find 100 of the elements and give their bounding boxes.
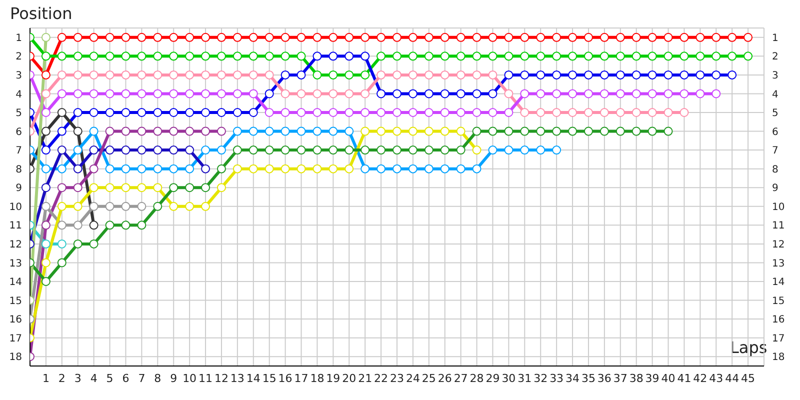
x-tick-label: 42 bbox=[693, 372, 708, 385]
point bbox=[185, 108, 194, 117]
point bbox=[456, 108, 466, 117]
point bbox=[185, 164, 194, 174]
point bbox=[232, 32, 242, 42]
point bbox=[456, 70, 466, 80]
point bbox=[41, 164, 50, 174]
point bbox=[312, 126, 322, 136]
point bbox=[57, 108, 66, 117]
point bbox=[169, 183, 178, 192]
point bbox=[328, 108, 338, 117]
point bbox=[312, 89, 322, 98]
point bbox=[456, 89, 466, 98]
point bbox=[153, 70, 162, 80]
point bbox=[360, 146, 370, 155]
y-tick-label: 18 bbox=[9, 352, 22, 364]
point bbox=[264, 70, 274, 80]
point bbox=[440, 32, 450, 42]
point bbox=[616, 126, 625, 136]
point bbox=[89, 146, 98, 155]
y-tick-label: 12 bbox=[9, 239, 22, 250]
point bbox=[57, 32, 66, 42]
point bbox=[41, 126, 50, 136]
point bbox=[632, 52, 641, 61]
y-tick-label: 7 bbox=[16, 146, 22, 157]
point bbox=[520, 126, 530, 136]
point bbox=[105, 89, 114, 98]
point bbox=[169, 70, 178, 80]
point bbox=[472, 146, 482, 155]
y-tick-label: 15 bbox=[9, 296, 22, 307]
y2-tick-label: 10 bbox=[772, 202, 785, 213]
x-tick-label: 4 bbox=[90, 372, 98, 385]
x-tick-label: 8 bbox=[154, 372, 162, 385]
point bbox=[584, 89, 593, 98]
point bbox=[248, 52, 258, 61]
point bbox=[169, 108, 178, 117]
point bbox=[584, 108, 593, 117]
x-tick-label: 17 bbox=[294, 372, 308, 385]
x-tick-label: 21 bbox=[358, 372, 372, 385]
point bbox=[344, 89, 354, 98]
point bbox=[600, 52, 609, 61]
point bbox=[248, 32, 258, 42]
point bbox=[169, 52, 178, 61]
point bbox=[472, 52, 482, 61]
point bbox=[440, 108, 450, 117]
y-tick-label: 1 bbox=[16, 32, 22, 44]
y-tick-label: 11 bbox=[9, 220, 22, 232]
point bbox=[232, 52, 242, 61]
y-tick-label: 6 bbox=[16, 126, 22, 138]
point bbox=[216, 126, 226, 136]
point bbox=[280, 108, 290, 117]
point bbox=[185, 52, 194, 61]
point bbox=[57, 202, 66, 211]
point bbox=[728, 32, 737, 42]
point bbox=[408, 32, 418, 42]
point bbox=[376, 89, 386, 98]
point bbox=[680, 32, 689, 42]
point bbox=[137, 32, 146, 42]
point bbox=[504, 70, 514, 80]
point bbox=[137, 126, 146, 136]
point bbox=[57, 164, 66, 174]
point bbox=[248, 146, 258, 155]
point bbox=[41, 108, 50, 117]
point bbox=[57, 220, 66, 230]
y2-tick-label: 8 bbox=[772, 164, 778, 176]
point bbox=[712, 70, 721, 80]
point bbox=[408, 126, 418, 136]
point bbox=[360, 52, 370, 61]
point bbox=[137, 220, 146, 230]
point bbox=[201, 202, 210, 211]
point bbox=[424, 126, 434, 136]
point bbox=[408, 146, 418, 155]
point bbox=[264, 32, 274, 42]
point bbox=[504, 32, 514, 42]
point bbox=[73, 32, 82, 42]
point bbox=[712, 32, 721, 42]
point bbox=[488, 108, 498, 117]
point bbox=[216, 89, 226, 98]
point bbox=[504, 108, 514, 117]
point bbox=[105, 126, 114, 136]
x-tick-label: 28 bbox=[470, 372, 484, 385]
point bbox=[248, 89, 258, 98]
point bbox=[280, 70, 290, 80]
point bbox=[121, 146, 130, 155]
point bbox=[89, 202, 98, 211]
point bbox=[232, 164, 242, 174]
point bbox=[632, 89, 641, 98]
point bbox=[424, 70, 434, 80]
point bbox=[456, 146, 466, 155]
point bbox=[216, 70, 226, 80]
point bbox=[41, 239, 50, 248]
x-tick-label: 24 bbox=[406, 372, 420, 385]
point bbox=[89, 239, 98, 248]
point bbox=[169, 164, 178, 174]
y2-tick-label: 17 bbox=[772, 333, 785, 344]
point bbox=[344, 52, 354, 61]
point bbox=[536, 70, 546, 80]
point bbox=[296, 146, 306, 155]
point bbox=[392, 164, 402, 174]
point bbox=[360, 89, 370, 98]
